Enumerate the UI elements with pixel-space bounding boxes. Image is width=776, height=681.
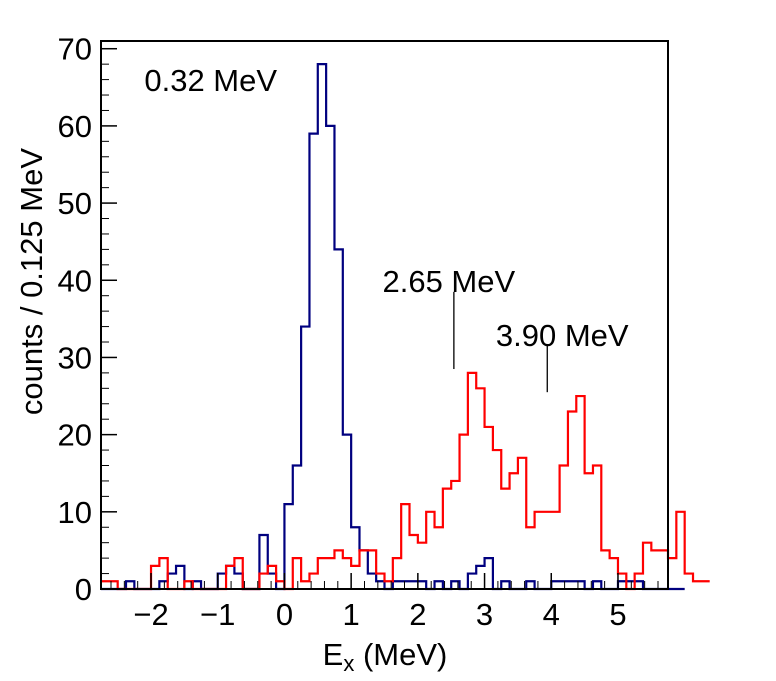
y-tick-label: 0: [75, 572, 92, 607]
x-tick-label: 4: [543, 597, 560, 632]
peak-annotation: 0.32 MeV: [144, 63, 277, 98]
x-axis-title-subscript: x: [343, 651, 354, 676]
peak-annotation: 2.65 MeV: [382, 264, 515, 299]
x-tick-label: 5: [609, 597, 626, 632]
x-tick-label: 3: [476, 597, 493, 632]
y-tick-label: 30: [58, 340, 92, 375]
histogram-series-1: [101, 371, 710, 591]
y-tick-label: 50: [58, 186, 92, 221]
y-axis-title: counts / 0.125 MeV: [14, 148, 49, 415]
histogram-series-group: [101, 63, 710, 591]
y-tick-label: 40: [58, 263, 92, 298]
y-tick-label: 60: [58, 109, 92, 144]
x-tick-label: 2: [409, 597, 426, 632]
x-tick-label: 0: [276, 597, 293, 632]
annotation-group: 0.32 MeV 2.65 MeV 3.90 MeV: [144, 63, 629, 393]
y-tick-label: 10: [58, 495, 92, 530]
x-tick-label: −1: [200, 597, 235, 632]
x-tick-label: −2: [133, 597, 168, 632]
x-axis-title: Ex (MeV): [323, 637, 448, 676]
y-tick-label: 70: [58, 32, 92, 67]
plot-frame: [100, 40, 669, 590]
y-tick-label: 20: [58, 418, 92, 453]
x-tick-label: 1: [343, 597, 360, 632]
peak-annotation: 3.90 MeV: [496, 318, 629, 353]
